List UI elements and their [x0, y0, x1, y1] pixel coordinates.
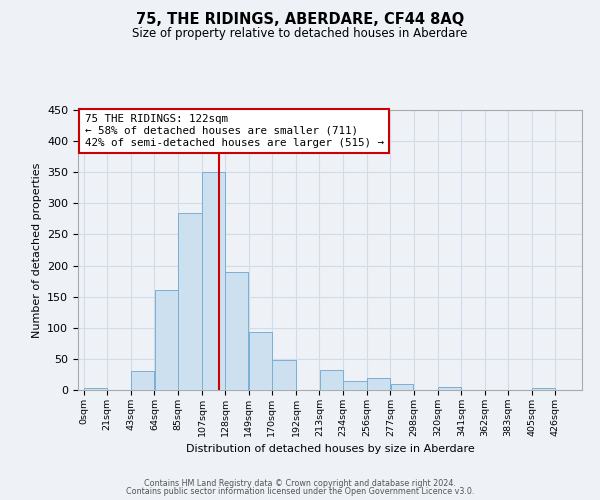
Bar [532, 388, 555, 390]
Text: Contains HM Land Registry data © Crown copyright and database right 2024.: Contains HM Land Registry data © Crown c… [144, 478, 456, 488]
X-axis label: Distribution of detached houses by size in Aberdare: Distribution of detached houses by size … [185, 444, 475, 454]
Bar [202, 172, 225, 390]
Bar [155, 290, 178, 390]
Bar [438, 387, 461, 390]
Bar [391, 384, 413, 390]
Text: 75 THE RIDINGS: 122sqm
← 58% of detached houses are smaller (711)
42% of semi-de: 75 THE RIDINGS: 122sqm ← 58% of detached… [85, 114, 383, 148]
Bar [84, 388, 107, 390]
Y-axis label: Number of detached properties: Number of detached properties [32, 162, 41, 338]
Bar [131, 372, 154, 390]
Bar [249, 332, 272, 390]
Text: Contains public sector information licensed under the Open Government Licence v3: Contains public sector information licen… [126, 487, 474, 496]
Bar [320, 370, 343, 390]
Bar [367, 378, 390, 390]
Bar [272, 360, 296, 390]
Bar [178, 212, 202, 390]
Bar [343, 382, 367, 390]
Bar [226, 272, 248, 390]
Text: Size of property relative to detached houses in Aberdare: Size of property relative to detached ho… [133, 28, 467, 40]
Text: 75, THE RIDINGS, ABERDARE, CF44 8AQ: 75, THE RIDINGS, ABERDARE, CF44 8AQ [136, 12, 464, 28]
